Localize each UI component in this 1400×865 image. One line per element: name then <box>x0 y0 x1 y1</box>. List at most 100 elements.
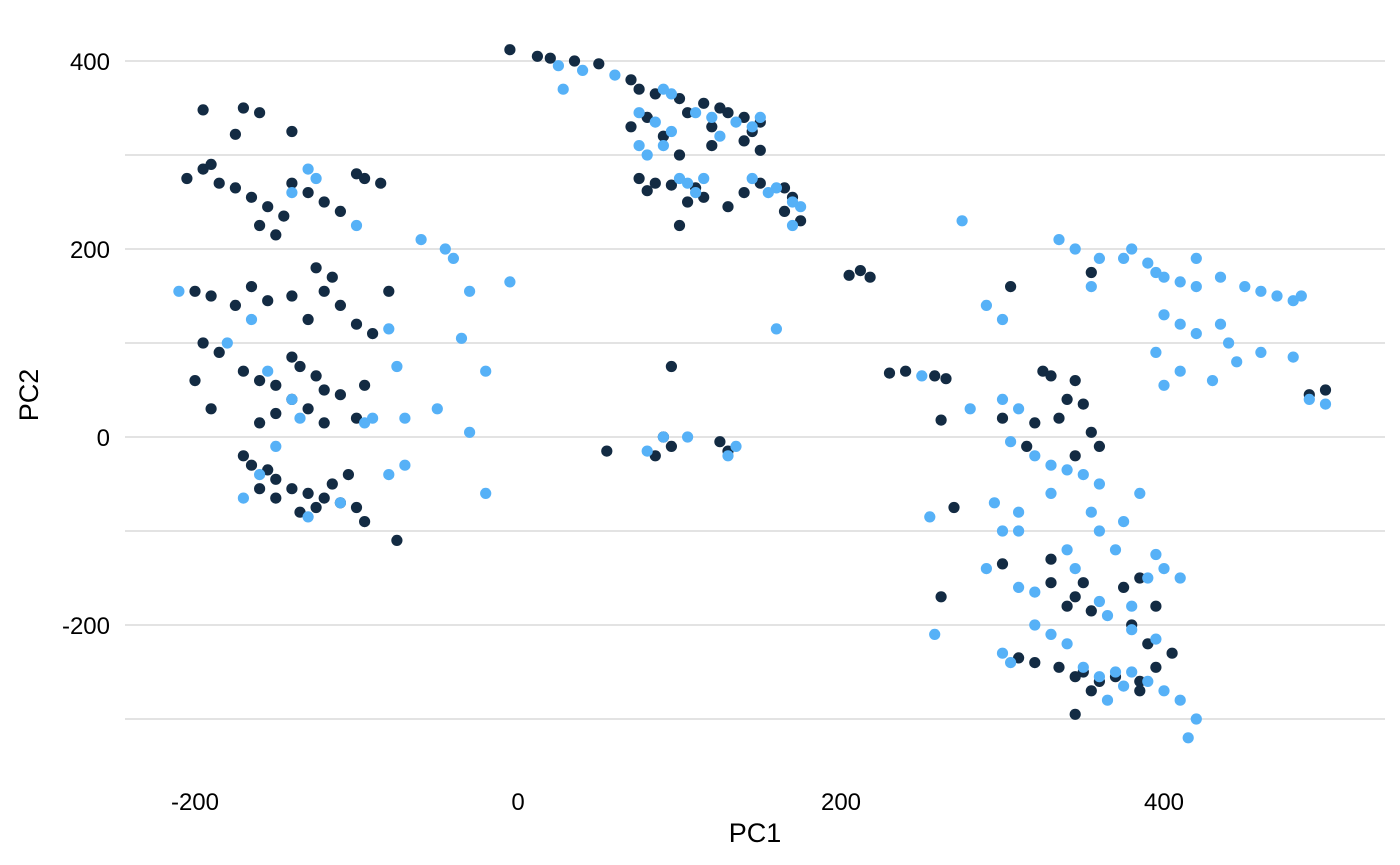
data-point <box>948 501 960 514</box>
data-point <box>1174 276 1186 288</box>
data-point <box>350 318 363 330</box>
data-point <box>531 50 544 62</box>
data-point <box>1093 478 1105 490</box>
data-point <box>988 497 1001 509</box>
data-point <box>1223 337 1235 349</box>
data-point <box>262 365 274 377</box>
data-point <box>1150 346 1162 358</box>
data-point <box>1134 675 1146 688</box>
data-point <box>1029 450 1041 462</box>
data-point <box>649 88 661 100</box>
data-point <box>641 111 653 123</box>
x-tick-label: 0 <box>511 789 524 816</box>
data-point <box>229 128 241 140</box>
data-point <box>980 563 993 575</box>
data-point <box>1190 328 1202 340</box>
data-point <box>1255 346 1267 358</box>
data-point <box>770 182 783 194</box>
data-point <box>1101 610 1114 622</box>
data-point <box>1158 685 1170 697</box>
data-point <box>294 360 306 373</box>
data-point <box>270 407 282 420</box>
data-point <box>350 219 363 232</box>
data-point <box>302 187 314 199</box>
data-point <box>1142 675 1154 688</box>
data-point <box>1109 666 1122 678</box>
data-point <box>1158 309 1170 321</box>
data-point <box>302 313 314 326</box>
y-tick-label: 0 <box>97 425 110 452</box>
data-point <box>1013 525 1025 537</box>
data-point <box>854 265 867 277</box>
data-point <box>318 196 330 208</box>
data-point <box>665 179 678 191</box>
data-point <box>383 469 395 481</box>
data-point <box>1077 398 1089 410</box>
data-point <box>778 182 791 194</box>
data-point <box>1005 436 1017 448</box>
data-point <box>593 58 605 70</box>
data-point <box>1150 661 1162 673</box>
data-point <box>900 365 912 377</box>
data-point <box>286 187 298 199</box>
data-point <box>197 337 209 349</box>
data-point <box>1085 266 1097 279</box>
data-point <box>1134 487 1146 499</box>
data-point <box>310 370 322 382</box>
data-point <box>1085 281 1097 293</box>
data-point <box>1093 525 1105 537</box>
data-point <box>746 121 758 133</box>
data-point <box>391 534 403 547</box>
data-point <box>1085 506 1097 518</box>
data-point <box>286 290 298 302</box>
data-point <box>205 290 217 302</box>
data-point <box>1021 440 1033 452</box>
data-point <box>1013 403 1025 415</box>
data-point <box>350 412 363 424</box>
data-point <box>245 281 258 293</box>
data-point <box>383 323 395 335</box>
data-point <box>568 55 581 67</box>
data-point <box>754 177 766 189</box>
data-point <box>1126 624 1138 636</box>
data-point <box>1126 600 1138 612</box>
data-point <box>577 64 589 76</box>
data-point <box>1061 393 1073 405</box>
data-point <box>625 74 637 86</box>
data-point <box>770 323 783 335</box>
data-point <box>367 328 379 340</box>
data-point <box>1271 290 1283 302</box>
data-point <box>929 628 941 641</box>
data-point <box>455 332 468 344</box>
x-axis-ticks: -200 0 200 400 <box>171 789 1184 816</box>
data-point <box>843 269 855 281</box>
data-point <box>334 299 346 311</box>
data-point <box>682 107 694 119</box>
data-point <box>690 187 702 199</box>
data-point <box>205 158 217 170</box>
data-points <box>173 44 1332 744</box>
data-point <box>601 445 613 457</box>
data-point <box>1029 586 1041 598</box>
data-point <box>310 172 322 185</box>
data-point <box>270 492 282 504</box>
data-point <box>1045 628 1057 641</box>
data-point <box>544 52 556 64</box>
data-point <box>738 187 750 199</box>
data-point <box>1053 234 1065 246</box>
data-point <box>254 417 266 429</box>
data-point <box>665 125 678 138</box>
data-point <box>665 440 678 452</box>
data-point <box>310 262 322 274</box>
data-point <box>762 187 774 199</box>
data-point <box>1118 581 1130 594</box>
data-point <box>504 276 516 288</box>
data-point <box>245 459 258 471</box>
data-point <box>318 384 330 396</box>
data-point <box>641 185 653 197</box>
data-point <box>778 205 791 217</box>
data-point <box>1069 450 1081 462</box>
data-point <box>447 252 459 264</box>
data-point <box>189 375 201 387</box>
